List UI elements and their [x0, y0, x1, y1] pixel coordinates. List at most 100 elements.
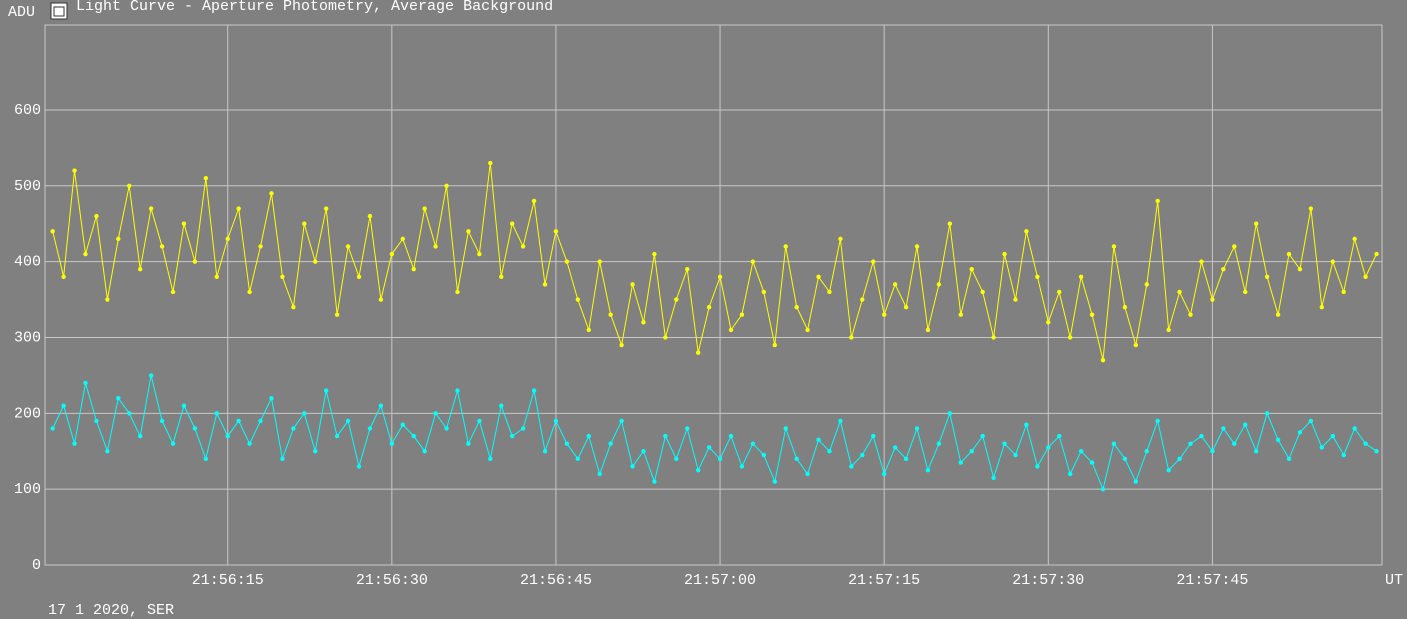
- data-point: [444, 426, 449, 431]
- data-point: [411, 267, 416, 272]
- data-point: [323, 206, 329, 211]
- data-point: [608, 441, 613, 446]
- data-point: [860, 297, 865, 302]
- data-point: [214, 411, 219, 416]
- data-point: [892, 445, 898, 450]
- data-point: [1013, 452, 1018, 458]
- data-point: [334, 312, 340, 317]
- data-point: [783, 426, 788, 431]
- data-point: [258, 244, 263, 249]
- data-point: [61, 403, 66, 408]
- data-point: [466, 441, 471, 446]
- data-point: [148, 373, 154, 378]
- data-point: [488, 456, 493, 462]
- data-point: [542, 282, 548, 287]
- data-point: [860, 452, 865, 458]
- data-point: [455, 388, 460, 393]
- data-point: [433, 244, 438, 249]
- data-point: [1286, 251, 1292, 257]
- data-point: [1199, 433, 1204, 439]
- data-point: [958, 460, 963, 465]
- data-point: [947, 411, 953, 416]
- data-point: [816, 274, 821, 279]
- data-point: [695, 350, 701, 355]
- data-point: [892, 282, 898, 287]
- data-point: [1341, 289, 1346, 295]
- data-point: [499, 403, 504, 408]
- data-point: [739, 464, 745, 469]
- data-point: [1352, 426, 1357, 431]
- data-point: [1232, 441, 1237, 446]
- data-point: [1002, 441, 1007, 446]
- data-point: [247, 289, 252, 295]
- data-point: [991, 335, 996, 340]
- data-point: [203, 176, 209, 181]
- data-point: [695, 467, 701, 473]
- data-point: [192, 259, 198, 264]
- data-point: [1210, 297, 1215, 302]
- data-point: [1243, 422, 1248, 427]
- data-point: [663, 335, 668, 340]
- data-point: [1166, 327, 1171, 333]
- data-point: [1046, 445, 1051, 450]
- data-point: [1330, 433, 1335, 439]
- data-point: [488, 160, 493, 166]
- data-point: [969, 267, 974, 272]
- data-point: [575, 297, 581, 302]
- data-point: [564, 259, 570, 264]
- data-point: [94, 213, 99, 219]
- x-tick-label: 21:56:30: [356, 572, 428, 589]
- y-tick-label: 0: [32, 557, 41, 574]
- x-tick-label: 21:57:15: [848, 572, 920, 589]
- data-point: [1035, 274, 1040, 279]
- data-point: [1221, 267, 1226, 272]
- data-point: [236, 418, 241, 424]
- data-point: [936, 282, 942, 287]
- x-axis-label: UT: [1385, 572, 1403, 589]
- data-point: [1155, 198, 1160, 204]
- data-point: [903, 304, 909, 310]
- data-point: [991, 475, 996, 480]
- data-point: [619, 342, 624, 348]
- data-point: [323, 388, 329, 393]
- x-tick-label: 21:56:15: [192, 572, 264, 589]
- data-point: [334, 433, 340, 439]
- icon: [50, 2, 68, 20]
- data-point: [1144, 282, 1149, 287]
- data-point: [389, 441, 395, 446]
- data-point: [444, 183, 449, 188]
- data-point: [94, 418, 99, 424]
- data-point: [137, 433, 143, 439]
- data-point: [50, 229, 55, 234]
- data-point: [1111, 244, 1117, 249]
- data-point: [641, 320, 646, 325]
- data-point: [1188, 312, 1193, 317]
- series-line: [52, 375, 1377, 491]
- data-point: [61, 274, 66, 279]
- y-tick-label: 100: [14, 481, 41, 498]
- data-point: [1002, 251, 1007, 257]
- data-point: [1024, 422, 1029, 427]
- data-point: [674, 456, 679, 462]
- data-point: [914, 244, 920, 249]
- data-point: [400, 422, 405, 427]
- x-tick-label: 21:56:45: [520, 572, 592, 589]
- data-point: [564, 441, 570, 446]
- data-point: [1024, 229, 1029, 234]
- data-point: [1046, 320, 1051, 325]
- data-point: [356, 274, 362, 279]
- data-point: [1177, 289, 1182, 295]
- data-point: [509, 221, 515, 226]
- data-point: [181, 403, 187, 408]
- y-tick-label: 300: [14, 329, 41, 346]
- data-point: [83, 380, 88, 386]
- data-point: [1297, 430, 1303, 435]
- data-point: [203, 456, 209, 462]
- data-point: [619, 418, 624, 424]
- data-point: [1188, 441, 1193, 446]
- data-point: [127, 411, 132, 416]
- data-point: [313, 259, 318, 264]
- data-point: [925, 467, 931, 473]
- data-point: [1133, 342, 1139, 348]
